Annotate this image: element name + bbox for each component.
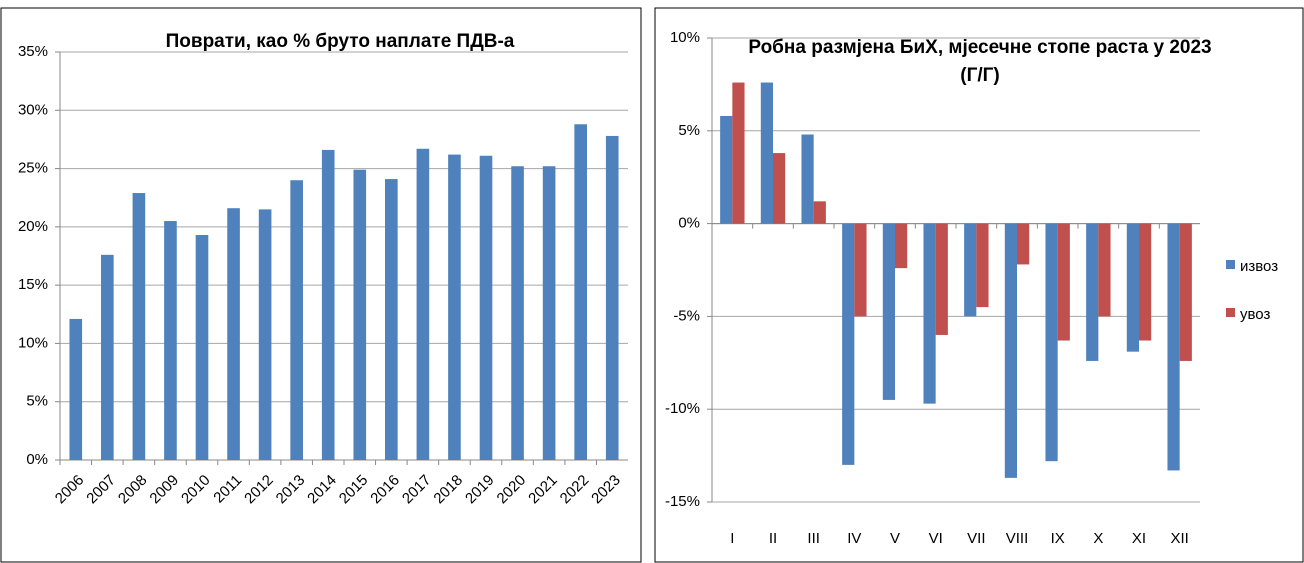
bar xyxy=(605,135,619,460)
bar xyxy=(479,155,493,460)
y-tick-label: 5% xyxy=(678,122,700,139)
bar xyxy=(760,82,773,224)
bar xyxy=(353,169,367,461)
bar xyxy=(1045,223,1058,462)
y-tick-label: 10% xyxy=(18,334,48,351)
x-tick-label: XI xyxy=(1132,530,1146,547)
bar xyxy=(964,223,977,317)
x-tick-label: 2007 xyxy=(83,472,119,508)
x-tick-label: XII xyxy=(1170,530,1188,547)
x-tick-label: 2021 xyxy=(525,472,561,508)
bar xyxy=(574,124,587,460)
bar xyxy=(854,223,867,317)
y-tick-label: -5% xyxy=(673,307,700,324)
x-tick-label: IV xyxy=(847,530,861,547)
bar xyxy=(1167,223,1180,471)
chart-frame xyxy=(654,7,1304,563)
y-tick-label: 0% xyxy=(678,215,700,232)
y-tick-label: 35% xyxy=(18,43,48,60)
bar xyxy=(813,201,826,224)
bar xyxy=(132,193,146,460)
bar xyxy=(385,179,398,460)
y-tick-label: 0% xyxy=(26,451,48,468)
y-tick-label: 25% xyxy=(18,160,48,177)
x-tick-label: III xyxy=(807,530,820,547)
y-tick-label: 30% xyxy=(18,101,48,118)
x-tick-label: 2018 xyxy=(430,472,466,508)
x-tick-label: 2013 xyxy=(273,472,309,508)
x-tick-label: 2012 xyxy=(241,472,277,508)
bar xyxy=(448,154,461,460)
bar xyxy=(416,148,430,461)
x-tick-label: VI xyxy=(929,530,943,547)
bar xyxy=(842,223,855,465)
bar xyxy=(732,82,745,224)
x-tick-label: 2014 xyxy=(304,472,340,508)
bar xyxy=(895,223,908,269)
y-tick-label: 20% xyxy=(18,218,48,235)
x-tick-label: VII xyxy=(967,530,985,547)
bar xyxy=(976,223,989,308)
bar xyxy=(801,134,814,224)
y-tick-label: 15% xyxy=(18,276,48,293)
x-tick-label: X xyxy=(1093,530,1103,547)
x-tick-label: 2008 xyxy=(115,472,151,508)
bar xyxy=(882,223,895,400)
x-tick-label: IX xyxy=(1051,530,1065,547)
bar xyxy=(542,166,556,461)
y-tick-label: -10% xyxy=(665,400,700,417)
x-tick-label: 2017 xyxy=(399,472,435,508)
bar xyxy=(321,149,335,461)
x-tick-label: 2016 xyxy=(367,472,403,508)
x-tick-label: 2011 xyxy=(210,472,245,507)
legend-label: увоз xyxy=(1240,306,1270,323)
bar xyxy=(1098,223,1111,317)
x-tick-label: 2022 xyxy=(557,472,593,508)
bar xyxy=(290,180,303,460)
y-tick-label: 10% xyxy=(670,29,700,46)
bar xyxy=(164,221,177,460)
bar xyxy=(1057,223,1070,341)
x-tick-label: 2020 xyxy=(494,472,530,508)
x-tick-label: II xyxy=(769,530,777,547)
x-tick-label: V xyxy=(890,530,900,547)
chart-title: Робна размјена БиХ, мјесечне стопе раста… xyxy=(748,37,1212,86)
bar xyxy=(258,209,272,460)
bar xyxy=(1126,223,1139,352)
bar xyxy=(773,153,786,224)
x-tick-label: 2023 xyxy=(588,472,624,508)
legend-swatch xyxy=(1226,308,1235,317)
bar xyxy=(1086,223,1099,361)
bar xyxy=(1139,223,1152,341)
legend-swatch xyxy=(1226,260,1235,269)
bar xyxy=(511,166,524,461)
bar xyxy=(195,235,209,460)
bar xyxy=(923,223,936,404)
bar xyxy=(69,318,83,460)
bar xyxy=(1017,223,1030,265)
x-tick-label: VIII xyxy=(1006,530,1029,547)
y-tick-label: -15% xyxy=(665,493,700,510)
x-tick-label: 2006 xyxy=(52,472,88,508)
bar xyxy=(101,254,114,460)
bar xyxy=(1004,223,1017,478)
y-tick-label: 5% xyxy=(26,393,48,410)
bar xyxy=(720,115,733,224)
x-tick-label: 2019 xyxy=(462,472,498,508)
x-tick-label: 2015 xyxy=(336,472,372,508)
bar xyxy=(227,208,240,460)
x-tick-label: 2009 xyxy=(146,472,182,508)
legend-label: извоз xyxy=(1240,258,1278,275)
bar xyxy=(935,223,948,335)
bar xyxy=(1179,223,1192,361)
x-tick-label: 2010 xyxy=(178,472,214,508)
chart-title: Поврати, као % бруто наплате ПДВ-а xyxy=(165,31,515,52)
x-tick-label: I xyxy=(730,530,734,547)
chart-frame xyxy=(0,7,642,563)
